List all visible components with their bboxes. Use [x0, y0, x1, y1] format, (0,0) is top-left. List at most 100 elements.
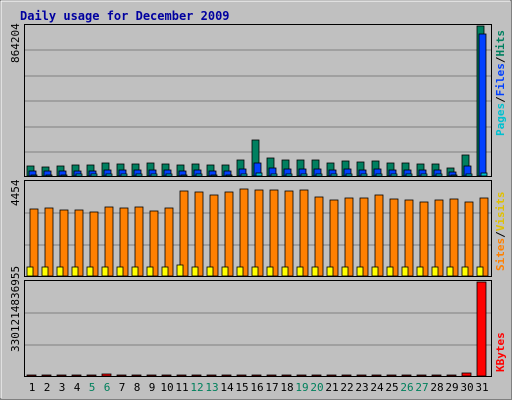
- bar-kbytes-day-23: [356, 374, 367, 377]
- bar-kbytes-day-17: [266, 374, 277, 377]
- bar-kbytes-day-24: [371, 374, 382, 377]
- bar-pages-day-1: [30, 174, 38, 177]
- bar-kbytes-day-3: [56, 374, 67, 377]
- bar-visits-day-2: [41, 266, 49, 277]
- bar-kbytes-day-31: [476, 281, 487, 377]
- legend-kbytes: KBytes: [494, 332, 507, 372]
- bar-visits-day-27: [416, 266, 424, 277]
- bar-kbytes-day-12: [191, 374, 202, 377]
- bar-visits-day-22: [341, 266, 349, 277]
- x-tick-label-day-18: 18: [280, 381, 293, 394]
- bar-kbytes-day-5: [86, 374, 97, 377]
- bar-kbytes-day-16: [251, 374, 262, 377]
- bar-kbytes-day-20: [311, 374, 322, 377]
- bar-visits-day-3: [56, 266, 64, 277]
- bar-kbytes-day-8: [131, 374, 142, 377]
- bar-sites-day-26: [404, 199, 414, 277]
- legend-kbytes-label: KBytes: [494, 332, 507, 372]
- bar-visits-day-21: [326, 266, 334, 277]
- bar-sites-day-20: [314, 196, 324, 277]
- legend-separator: /: [494, 96, 507, 103]
- bar-pages-day-29: [450, 174, 458, 177]
- bar-sites-day-13: [209, 194, 219, 277]
- x-tick-label-day-23: 23: [355, 381, 368, 394]
- bar-pages-day-23: [360, 173, 368, 177]
- legend-sites: Sites: [494, 238, 507, 271]
- x-tick-label-day-10: 10: [160, 381, 173, 394]
- bar-visits-day-5: [86, 266, 94, 277]
- bar-visits-day-24: [371, 266, 379, 277]
- bar-pages-day-8: [135, 173, 143, 177]
- bar-pages-day-13: [210, 174, 218, 177]
- legend-hits-label: Hits: [494, 30, 507, 57]
- x-tick-label-day-21: 21: [325, 381, 338, 394]
- x-tick-label-day-22: 22: [340, 381, 353, 394]
- bar-visits-day-15: [236, 266, 244, 277]
- bars-layer: [26, 25, 489, 377]
- legend-separator: /: [494, 56, 507, 63]
- x-tick-label-day-3: 3: [59, 381, 66, 394]
- bar-kbytes-day-7: [116, 374, 127, 377]
- bar-sites-day-3: [59, 209, 69, 277]
- x-tick-label-day-14: 14: [220, 381, 234, 394]
- bar-kbytes-day-28: [431, 374, 442, 377]
- bar-pages-day-11: [180, 174, 188, 177]
- legend-hits: Pages/Files/Hits: [494, 30, 507, 136]
- bar-kbytes-day-26: [401, 374, 412, 377]
- bar-pages-day-4: [75, 173, 83, 177]
- bar-sites-day-2: [44, 207, 54, 277]
- bar-sites-day-30: [464, 201, 474, 277]
- bar-sites-day-17: [269, 189, 279, 277]
- bar-sites-day-10: [164, 207, 174, 277]
- bar-pages-day-16: [255, 172, 263, 177]
- x-tick-label-day-24: 24: [370, 381, 384, 394]
- panel-kbytes-frame: [24, 280, 492, 377]
- bar-pages-day-30: [465, 173, 473, 177]
- bar-pages-day-27: [420, 173, 428, 177]
- bar-kbytes-day-22: [341, 374, 352, 377]
- bar-pages-day-24: [375, 173, 383, 177]
- bar-visits-day-28: [431, 266, 439, 277]
- x-tick-label-day-15: 15: [235, 381, 248, 394]
- bar-sites-day-22: [344, 197, 354, 277]
- bar-sites-day-7: [119, 207, 129, 277]
- bar-sites-day-15: [239, 188, 249, 277]
- legend-visits-label: Visits: [494, 192, 507, 232]
- bar-visits-day-1: [26, 266, 34, 277]
- x-tick-label-day-30: 30: [460, 381, 473, 394]
- bar-kbytes-day-30: [461, 372, 472, 377]
- bar-sites-day-21: [329, 199, 339, 277]
- bar-visits-day-8: [131, 266, 139, 277]
- bar-sites-day-18: [284, 190, 294, 277]
- x-tick-label-day-16: 16: [250, 381, 263, 394]
- bar-pages-day-14: [225, 174, 233, 177]
- bar-sites-day-19: [299, 189, 309, 277]
- bar-kbytes-day-1: [26, 374, 37, 377]
- bar-kbytes-day-19: [296, 374, 307, 377]
- legend-visits: Sites/Visits: [494, 192, 507, 272]
- bar-kbytes-day-2: [41, 374, 52, 377]
- bar-pages-day-2: [45, 174, 53, 177]
- x-tick-label-day-19: 19: [295, 381, 308, 394]
- bar-pages-day-20: [315, 173, 323, 177]
- x-tick-label-day-28: 28: [430, 381, 443, 394]
- x-tick-label-day-7: 7: [119, 381, 126, 394]
- bar-pages-day-18: [285, 173, 293, 177]
- bar-sites-day-28: [434, 199, 444, 277]
- bar-pages-day-7: [120, 173, 128, 177]
- bar-pages-day-19: [300, 173, 308, 177]
- bar-pages-day-28: [435, 173, 443, 177]
- y-max-label-kbytes: 3301214836955: [9, 266, 22, 352]
- x-tick-label-day-8: 8: [134, 381, 141, 394]
- bar-sites-day-5: [89, 211, 99, 277]
- y-max-label-visits: 4454: [9, 179, 22, 206]
- bar-pages-day-22: [345, 173, 353, 177]
- x-tick-label-day-20: 20: [310, 381, 323, 394]
- bar-visits-day-6: [101, 266, 109, 277]
- bar-visits-day-7: [116, 266, 124, 277]
- bar-sites-day-1: [29, 208, 39, 277]
- x-tick-label-day-27: 27: [415, 381, 428, 394]
- x-labels-layer: 1 2 3 4 5 6 7 8 9 10 11 12 13 14 15 16 17 18 19 20 21 22 23 24 2…: [29, 381, 489, 394]
- bar-pages-day-25: [390, 173, 398, 177]
